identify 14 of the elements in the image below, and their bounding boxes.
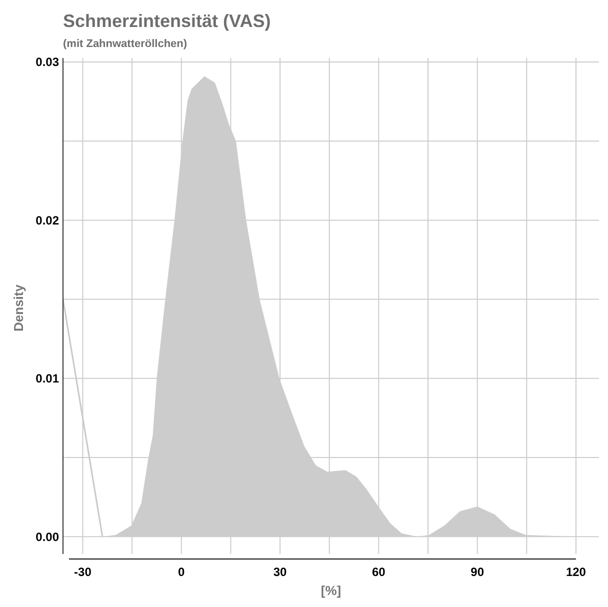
- text: 0.00: [36, 530, 59, 544]
- x-tick-label: 60: [372, 565, 386, 579]
- chart-subtitle: (mit Zahnwatteröllchen): [63, 38, 188, 50]
- x-tick-label: 120: [566, 565, 586, 579]
- x-tick-label: 90: [470, 565, 484, 579]
- x-tick-label: 30: [273, 565, 288, 579]
- x-axis-title: [%]: [320, 583, 342, 598]
- y-tick-label: 0.02: [36, 213, 60, 228]
- y-tick-label: 0.01: [36, 372, 60, 386]
- chart-title: Schmerzintensität (VAS): [63, 11, 271, 31]
- y-axis-title: Density: [11, 284, 26, 332]
- y-tick-label: 0.03: [36, 55, 60, 70]
- x-tick-label: -30: [74, 565, 92, 579]
- x-tick-label: 0: [178, 565, 186, 579]
